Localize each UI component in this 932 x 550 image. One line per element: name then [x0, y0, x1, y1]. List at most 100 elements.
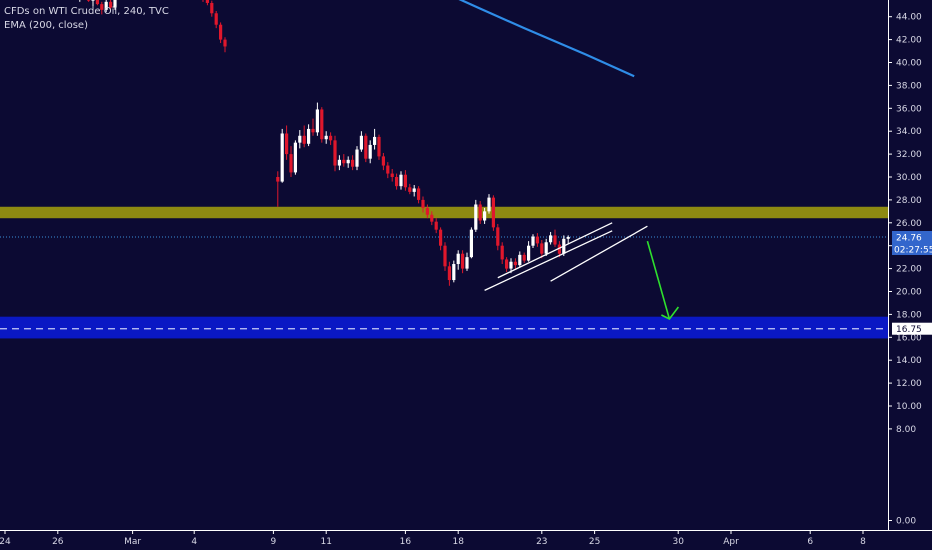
candle-body — [333, 140, 337, 166]
chart-legend: CFDs on WTI Crude Oil, 240, TVC EMA (200… — [4, 5, 169, 33]
y-tick-label: 18.00 — [896, 310, 922, 320]
candle-body — [531, 236, 535, 246]
candle-body — [557, 244, 561, 254]
candle-body — [417, 188, 421, 200]
support-zone — [0, 316, 888, 339]
candle-body — [535, 236, 539, 244]
candle-body — [285, 133, 289, 155]
candle-body — [425, 207, 429, 215]
candle-body — [359, 135, 363, 150]
x-tick-label: Mar — [124, 537, 141, 547]
current-price-tag — [892, 230, 932, 243]
candle-body — [223, 39, 227, 47]
x-tick-label: 24 — [0, 537, 11, 547]
x-tick-label: 9 — [271, 537, 277, 547]
x-tick-label: 16 — [400, 537, 412, 547]
y-tick-label: 8.00 — [896, 425, 916, 435]
candle-body — [491, 197, 495, 228]
candle-body — [566, 236, 570, 239]
candle-body — [434, 221, 438, 230]
support-price-tag — [892, 322, 932, 335]
candle-body — [452, 264, 456, 281]
candle-body — [540, 243, 544, 254]
candle-body — [293, 142, 297, 173]
candle-body — [408, 187, 412, 192]
candle-body — [355, 149, 359, 167]
candle-body — [364, 135, 368, 159]
candle-body — [377, 136, 381, 157]
candle-body — [544, 242, 548, 254]
candle-body — [91, 0, 95, 1]
candle-body — [280, 133, 284, 182]
candle-body — [399, 174, 403, 187]
candle-body — [500, 245, 504, 260]
candle-body — [307, 128, 311, 144]
candle-body — [465, 257, 469, 269]
candle-body — [373, 136, 377, 145]
x-tick-label: 18 — [452, 537, 464, 547]
candle-body — [113, 0, 117, 8]
candles-segment-1 — [79, 0, 227, 53]
y-tick-label: 44.00 — [896, 13, 922, 23]
candle-body — [104, 1, 108, 10]
candle-body — [298, 135, 302, 143]
candle-body — [390, 173, 394, 177]
candle-body — [527, 245, 531, 261]
bar-timer-tag — [892, 242, 932, 255]
down-arrow-shaft — [646, 240, 671, 320]
y-tick-label: 34.00 — [896, 127, 922, 137]
candle-body — [346, 159, 350, 164]
candle-body — [487, 197, 491, 212]
candle-body — [412, 188, 416, 192]
candle-body — [483, 211, 487, 221]
y-tick-label: 30.00 — [896, 173, 922, 183]
ema-200-line — [458, 0, 635, 78]
y-tick-label: 10.00 — [896, 402, 922, 412]
candle-body — [302, 135, 306, 144]
candle-body — [430, 214, 434, 222]
y-tick-label: 22.00 — [896, 265, 922, 275]
bar-timer-label: 02:27:55 — [894, 245, 932, 255]
y-tick-label: 16.00 — [896, 333, 922, 343]
y-tick-label: 32.00 — [896, 150, 922, 160]
candle-body — [496, 227, 500, 246]
candle-body — [549, 235, 553, 243]
candle-body — [461, 253, 465, 269]
candle-body — [289, 154, 293, 173]
channel-lower-line — [484, 230, 613, 291]
candle-body — [351, 159, 355, 167]
candle-body — [522, 254, 526, 261]
candle-body — [210, 2, 214, 14]
y-tick-label: 12.00 — [896, 379, 922, 389]
price-tags: 24.76 02:27:55 16.75 — [892, 230, 932, 335]
support-price-label: 16.75 — [896, 325, 922, 335]
candle-body — [395, 177, 399, 187]
candle-body — [474, 204, 478, 230]
candle-body — [342, 159, 346, 164]
candle-body — [311, 128, 315, 133]
candle-body — [443, 245, 447, 267]
candle-body — [100, 4, 104, 10]
candle-body — [456, 253, 460, 265]
x-tick-label: 6 — [807, 537, 813, 547]
candle-body — [513, 261, 517, 266]
y-tick-label: 0.00 — [896, 517, 916, 527]
candle-body — [214, 13, 218, 25]
candle-body — [320, 109, 324, 140]
down-arrow-head — [661, 306, 680, 320]
candle-body — [109, 1, 113, 8]
candle-body — [95, 0, 99, 5]
y-tick-label: 36.00 — [896, 104, 922, 114]
candle-body — [219, 24, 223, 40]
x-tick-label: 11 — [320, 537, 331, 547]
y-tick-label: 26.00 — [896, 219, 922, 229]
candles-segment-2 — [276, 102, 570, 286]
candle-body — [469, 229, 473, 258]
candle-body — [403, 174, 407, 188]
current-price-label: 24.76 — [896, 233, 922, 243]
candle-body — [87, 0, 91, 1]
y-tick-label: 28.00 — [896, 196, 922, 206]
candle-body — [447, 266, 451, 281]
